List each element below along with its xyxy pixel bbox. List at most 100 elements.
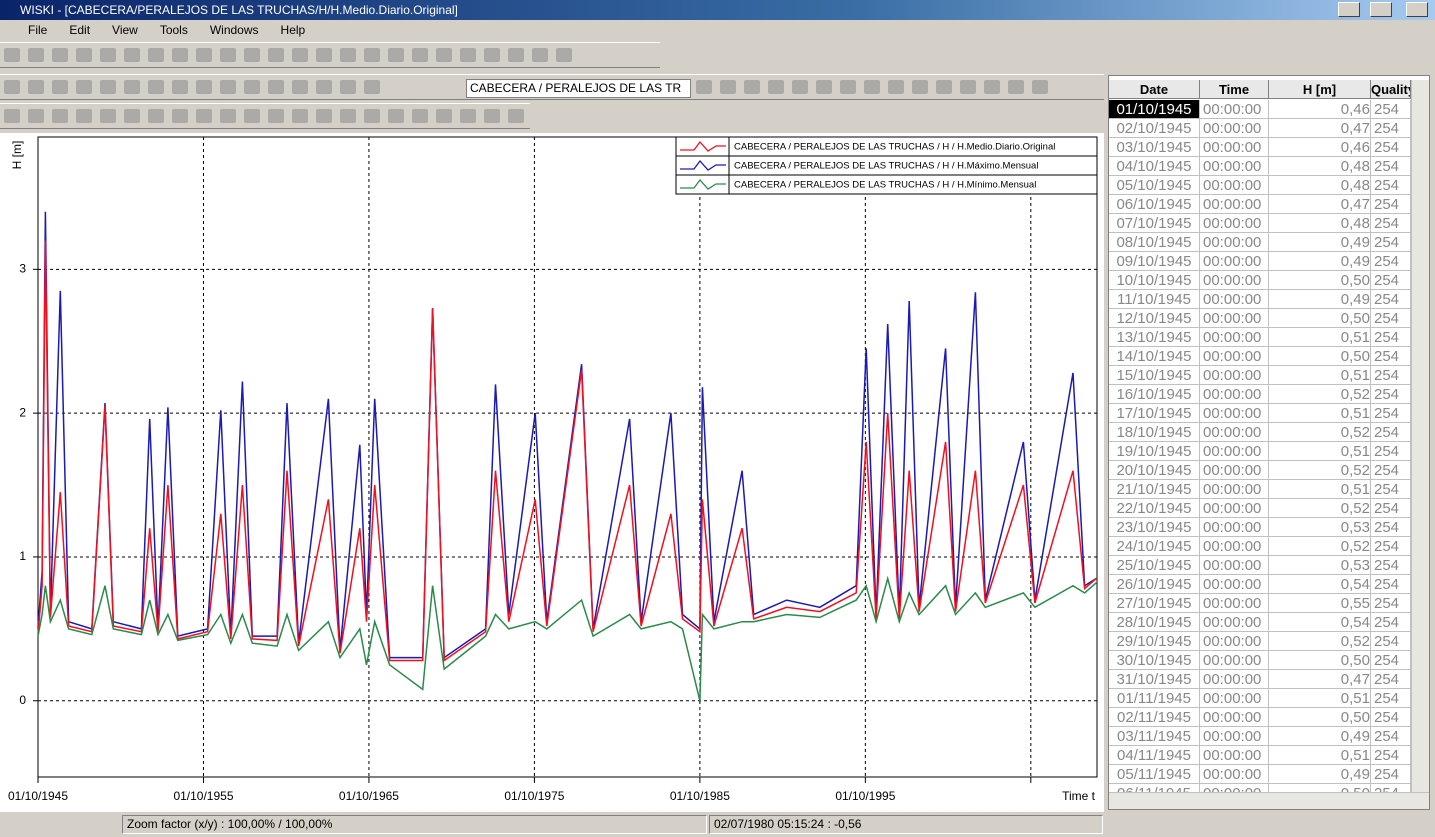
toolbar-button[interactable] xyxy=(744,80,760,94)
table-cell: 254 xyxy=(1371,271,1411,290)
toolbar-button[interactable] xyxy=(316,109,332,123)
toolbar-button[interactable] xyxy=(364,80,380,94)
toolbar-button[interactable] xyxy=(100,109,116,123)
toolbar-button[interactable] xyxy=(936,80,952,94)
toolbar-button[interactable] xyxy=(1008,80,1024,94)
toolbar-button[interactable] xyxy=(364,48,380,62)
toolbar-button[interactable] xyxy=(172,48,188,62)
toolbar-button[interactable] xyxy=(316,48,332,62)
menu-item[interactable]: View xyxy=(112,23,138,37)
toolbar-button[interactable] xyxy=(960,80,976,94)
toolbar-button[interactable] xyxy=(316,80,332,94)
toolbar-button[interactable] xyxy=(244,48,260,62)
toolbar-button[interactable] xyxy=(292,109,308,123)
toolbar-button[interactable] xyxy=(340,80,356,94)
toolbar-button[interactable] xyxy=(292,48,308,62)
toolbar-button[interactable] xyxy=(52,48,68,62)
toolbar-button[interactable] xyxy=(4,80,20,94)
toolbar-button[interactable] xyxy=(984,80,1000,94)
toolbar-button[interactable] xyxy=(100,48,116,62)
toolbar-button[interactable] xyxy=(76,109,92,123)
maximize-button[interactable] xyxy=(1370,2,1392,17)
toolbar-button[interactable] xyxy=(508,48,524,62)
toolbar-button[interactable] xyxy=(412,48,428,62)
menu-item[interactable]: File xyxy=(28,23,48,37)
toolbar-button[interactable] xyxy=(292,80,308,94)
toolbar-button[interactable] xyxy=(28,109,44,123)
toolbar-button[interactable] xyxy=(816,80,832,94)
toolbar-button[interactable] xyxy=(508,109,524,123)
scrollbar[interactable] xyxy=(1411,80,1429,792)
toolbar-button[interactable] xyxy=(196,109,212,123)
toolbar-button[interactable] xyxy=(4,48,20,62)
h-scrollbar[interactable] xyxy=(1109,792,1429,809)
toolbar-button[interactable] xyxy=(124,109,140,123)
table-cell: 00:00:00 xyxy=(1200,708,1269,727)
toolbar-button[interactable] xyxy=(436,109,452,123)
toolbar-button[interactable] xyxy=(792,80,808,94)
toolbar-button[interactable] xyxy=(76,80,92,94)
toolbar-button[interactable] xyxy=(268,80,284,94)
toolbar-button[interactable] xyxy=(436,48,452,62)
toolbar-button[interactable] xyxy=(28,80,44,94)
toolbar-button[interactable] xyxy=(220,109,236,123)
table-cell: 00:00:00 xyxy=(1200,233,1269,252)
toolbar-button[interactable] xyxy=(340,48,356,62)
table-cell: 00:00:00 xyxy=(1200,195,1269,214)
toolbar-button[interactable] xyxy=(912,80,928,94)
toolbar-button[interactable] xyxy=(220,48,236,62)
toolbar-button[interactable] xyxy=(196,48,212,62)
toolbar-button[interactable] xyxy=(484,48,500,62)
toolbar-button[interactable] xyxy=(460,48,476,62)
toolbar-button[interactable] xyxy=(768,80,784,94)
toolbar-button[interactable] xyxy=(340,109,356,123)
toolbar-button[interactable] xyxy=(148,80,164,94)
table-cell: 0,51 xyxy=(1269,689,1371,708)
toolbar-button[interactable] xyxy=(52,80,68,94)
toolbar-button[interactable] xyxy=(124,48,140,62)
toolbar-button[interactable] xyxy=(172,80,188,94)
toolbar-button[interactable] xyxy=(364,109,380,123)
toolbar-button[interactable] xyxy=(268,48,284,62)
toolbar-button[interactable] xyxy=(864,80,880,94)
toolbar-button[interactable] xyxy=(532,48,548,62)
close-button[interactable] xyxy=(1406,2,1428,17)
menu-item[interactable]: Windows xyxy=(209,23,259,37)
toolbar-button[interactable] xyxy=(556,48,572,62)
menu-item[interactable]: Tools xyxy=(159,23,188,37)
toolbar-button[interactable] xyxy=(484,109,500,123)
toolbar-button[interactable] xyxy=(220,80,236,94)
toolbar-button[interactable] xyxy=(4,109,20,123)
toolbar-button[interactable] xyxy=(244,109,260,123)
toolbar-button[interactable] xyxy=(460,109,476,123)
toolbar-button[interactable] xyxy=(1032,80,1048,94)
toolbar-button[interactable] xyxy=(888,80,904,94)
toolbar-button[interactable] xyxy=(268,109,284,123)
table-cell: 0,52 xyxy=(1269,461,1371,480)
legend-swatch xyxy=(680,159,726,171)
toolbar-button[interactable] xyxy=(148,109,164,123)
toolbar-button[interactable] xyxy=(244,80,260,94)
toolbar-button[interactable] xyxy=(100,80,116,94)
minimize-button[interactable] xyxy=(1338,2,1360,17)
toolbar-button[interactable] xyxy=(196,80,212,94)
station-combo[interactable]: CABECERA / PERALEJOS DE LAS TR xyxy=(466,79,691,98)
toolbar-button[interactable] xyxy=(28,48,44,62)
toolbar-button[interactable] xyxy=(412,109,428,123)
table-cell: 254 xyxy=(1371,556,1411,575)
toolbar-button[interactable] xyxy=(388,109,404,123)
toolbar-button[interactable] xyxy=(52,109,68,123)
toolbar-button[interactable] xyxy=(124,80,140,94)
toolbar-button[interactable] xyxy=(388,48,404,62)
toolbar-button[interactable] xyxy=(76,48,92,62)
menu-item[interactable]: Help xyxy=(280,23,306,37)
table-cell: 254 xyxy=(1371,746,1411,765)
toolbar-button[interactable] xyxy=(696,80,712,94)
toolbar-button[interactable] xyxy=(172,109,188,123)
toolbar-button[interactable] xyxy=(840,80,856,94)
menu-item[interactable]: Edit xyxy=(69,23,91,37)
toolbar-button[interactable] xyxy=(148,48,164,62)
toolbar-button[interactable] xyxy=(720,80,736,94)
table-cell: 0,50 xyxy=(1269,347,1371,366)
table-cell: 254 xyxy=(1371,328,1411,347)
